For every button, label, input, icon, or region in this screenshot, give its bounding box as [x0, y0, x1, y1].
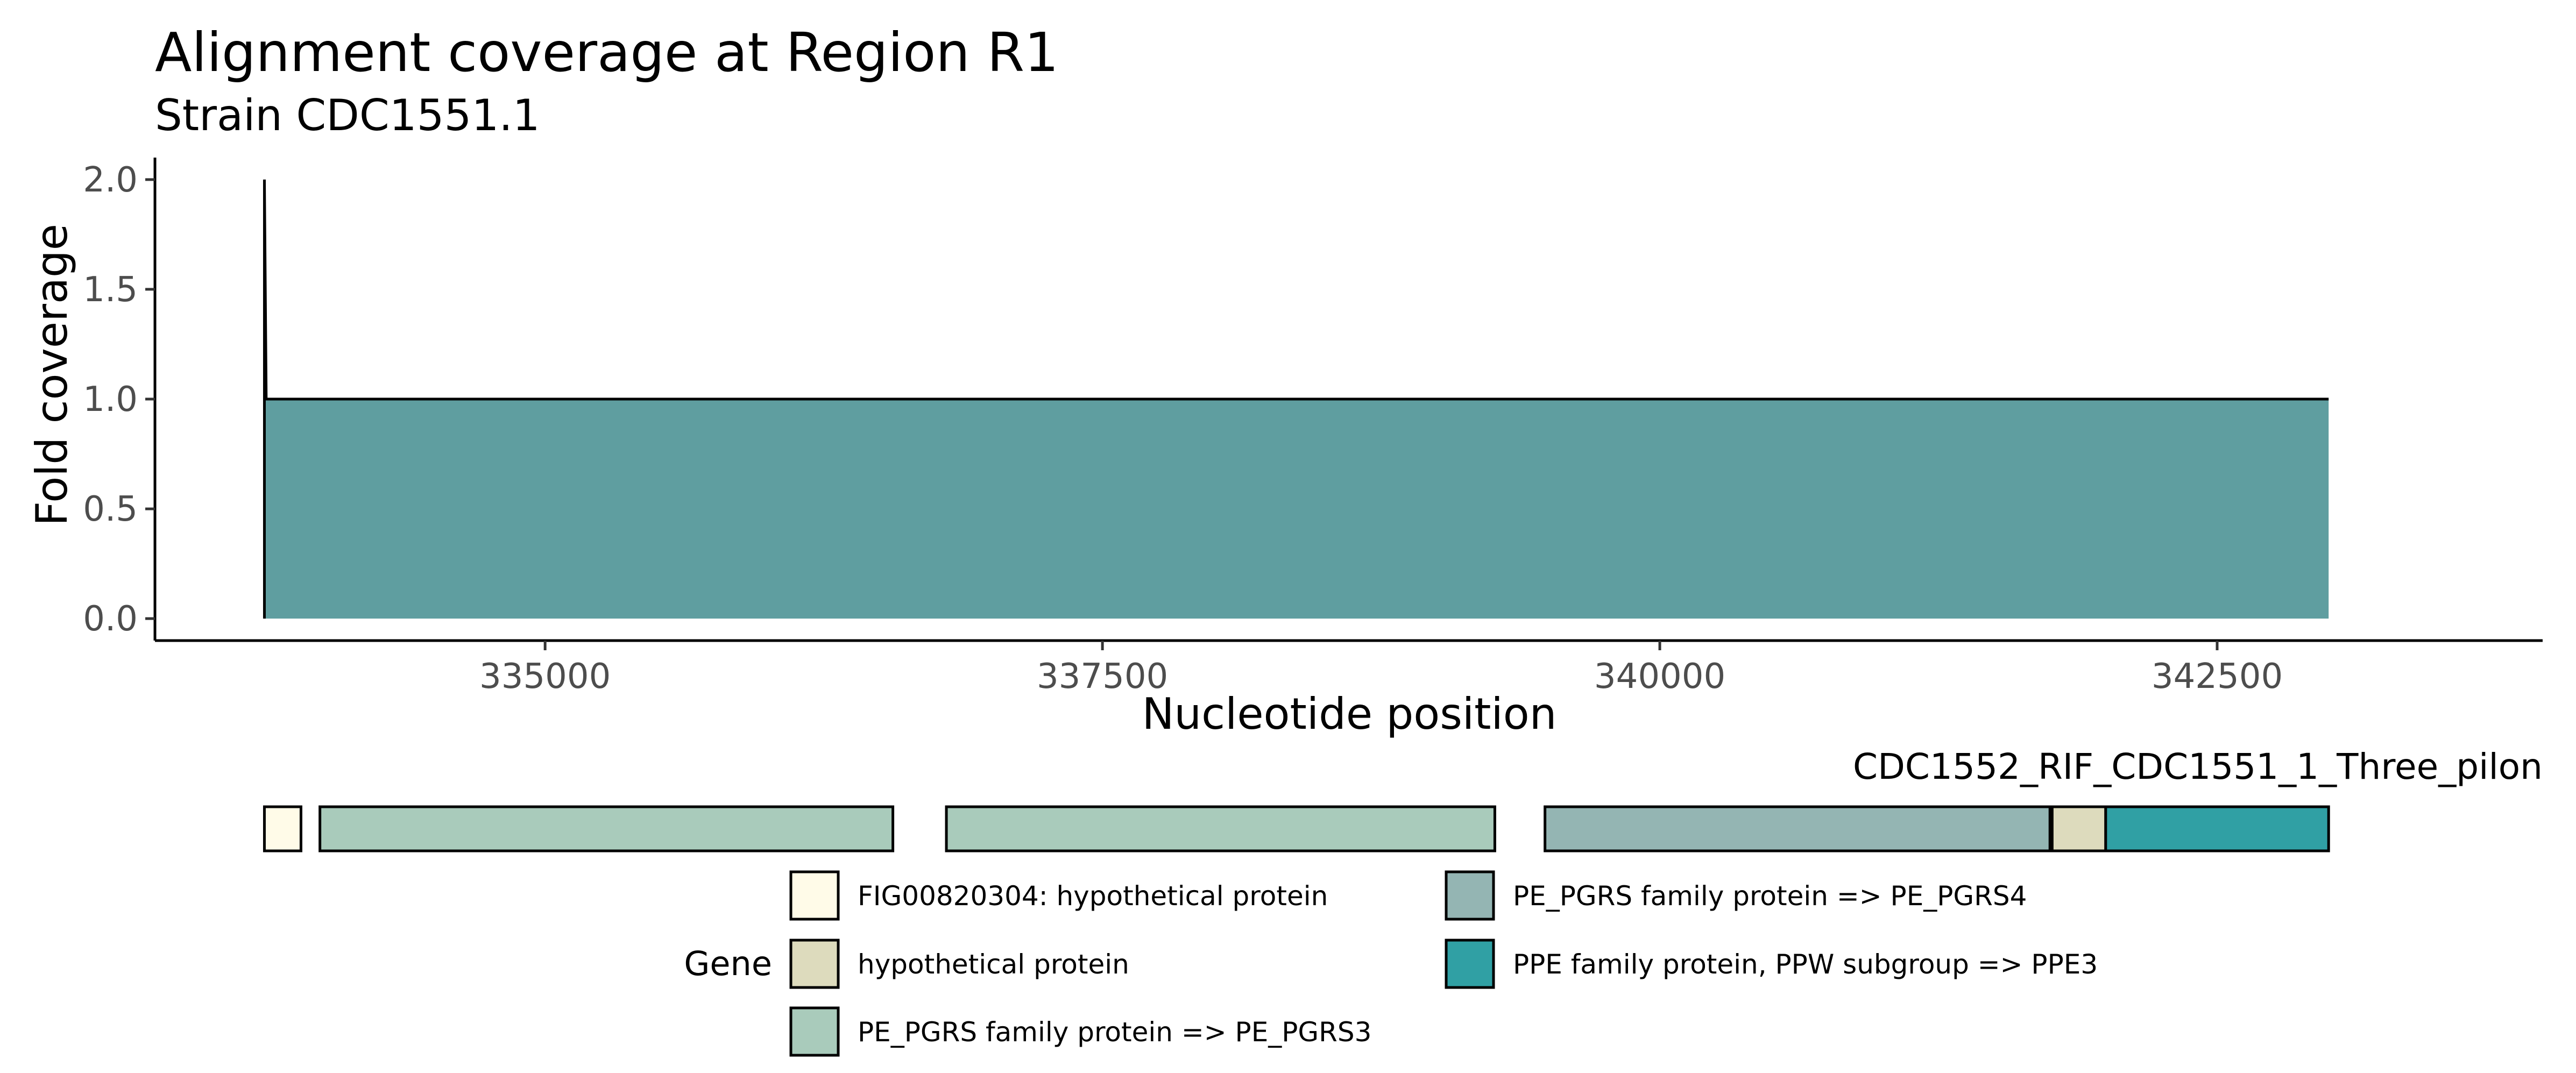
x-axis-ticks: 335000 337500 340000 342500: [479, 641, 2283, 697]
gene-segment: [319, 805, 895, 852]
x-tick-label: 340000: [1594, 657, 1725, 697]
y-axis-ticks: 0.0 0.5 1.0 1.5 2.0: [83, 160, 155, 639]
legend-entries: FIG00820304: hypothetical protein hypothe…: [789, 870, 2098, 1057]
legend-swatch: [1445, 939, 1495, 989]
legend-label: hypothetical protein: [858, 949, 1129, 980]
legend-title: Gene: [684, 944, 772, 983]
y-tick-label: 0.5: [83, 489, 138, 529]
chart-subtitle: Strain CDC1551.1: [155, 90, 540, 140]
gene-segment: [1544, 805, 2051, 852]
y-tick-label: 1.5: [83, 270, 138, 310]
x-tick-label: 342500: [2152, 657, 2283, 697]
y-tick-label: 1.0: [83, 380, 138, 420]
y-axis-label: Fold coverage: [27, 224, 77, 526]
gene-segment: [945, 805, 1496, 852]
legend-label: PE_PGRS family protein => PE_PGRS4: [1513, 880, 2027, 912]
legend-swatch: [789, 1006, 840, 1057]
coverage-line: [263, 179, 2329, 619]
gene-segment: [2104, 805, 2330, 852]
gene-track: [263, 805, 2330, 852]
gene-segment: [2050, 805, 2107, 852]
gene-legend: Gene FIG00820304: hypothetical protein hy…: [684, 870, 2098, 1057]
legend-swatch: [789, 939, 840, 989]
x-tick-label: 337500: [1037, 657, 1168, 697]
x-axis-label: Nucleotide position: [1142, 689, 1557, 739]
chart-title: Alignment coverage at Region R1: [155, 21, 1059, 84]
y-tick-label: 0.0: [83, 599, 138, 639]
legend-swatch: [789, 870, 840, 921]
legend-label: PPE family protein, PPW subgroup => PPE3: [1513, 949, 2098, 980]
x-tick-label: 335000: [479, 657, 611, 697]
gene-segment: [263, 805, 302, 852]
y-tick-label: 2.0: [83, 160, 138, 200]
plot-area: [263, 179, 2329, 619]
legend-swatch: [1445, 870, 1495, 921]
legend-label: PE_PGRS family protein => PE_PGRS3: [858, 1017, 1371, 1048]
legend-label: FIG00820304: hypothetical protein: [858, 880, 1328, 912]
gene-track-label: CDC1552_RIF_CDC1551_1_Three_pilon: [1853, 746, 2543, 787]
